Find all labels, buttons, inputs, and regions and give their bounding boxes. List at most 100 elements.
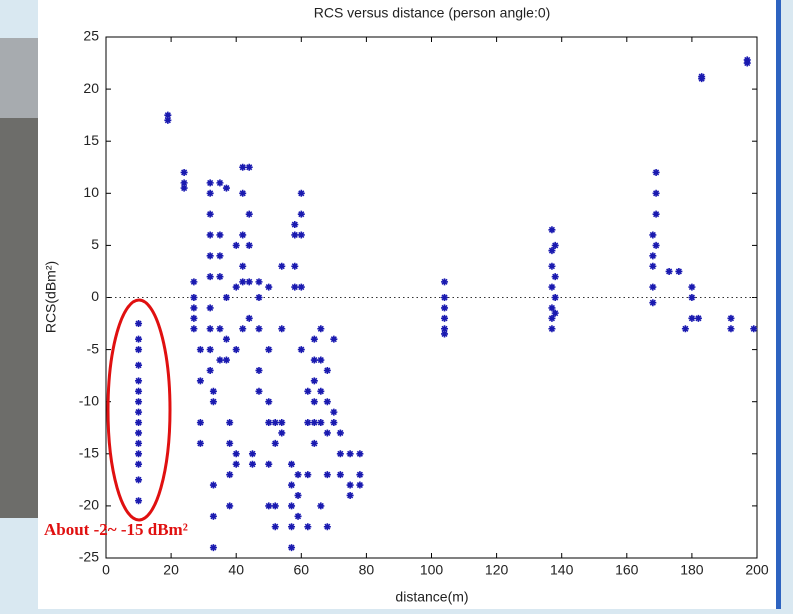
point xyxy=(441,304,449,312)
y-tick-label: -15 xyxy=(79,445,99,461)
point xyxy=(441,294,449,301)
point xyxy=(278,419,286,427)
point xyxy=(239,262,247,270)
point xyxy=(206,189,214,197)
point xyxy=(216,273,224,281)
point xyxy=(222,335,230,343)
border xyxy=(776,0,781,609)
point xyxy=(248,450,256,458)
photo-sky xyxy=(0,38,38,118)
x-tick-label: 160 xyxy=(615,562,639,578)
point xyxy=(209,387,217,395)
point xyxy=(294,512,302,520)
point xyxy=(209,398,217,406)
point xyxy=(548,226,556,234)
point xyxy=(245,314,253,322)
point xyxy=(297,210,305,218)
point xyxy=(317,356,325,364)
point xyxy=(206,252,214,260)
point xyxy=(135,398,143,406)
point xyxy=(206,346,214,354)
point xyxy=(291,283,299,291)
point xyxy=(336,450,344,458)
point xyxy=(135,497,143,505)
point xyxy=(190,325,198,333)
annotation: About -2~ -15 dBm² xyxy=(44,520,188,539)
point xyxy=(255,278,263,286)
y-tick-label: 10 xyxy=(83,184,99,200)
point xyxy=(310,419,318,427)
point xyxy=(441,314,449,322)
point xyxy=(255,325,263,333)
point xyxy=(271,502,279,510)
point xyxy=(346,450,354,458)
point xyxy=(135,335,143,343)
point xyxy=(239,231,247,239)
point xyxy=(698,73,706,81)
point xyxy=(135,408,143,416)
point xyxy=(356,471,364,479)
x-tick-label: 40 xyxy=(228,562,244,578)
y-tick-label: 0 xyxy=(91,288,99,304)
chart-title: RCS versus distance (person angle:0) xyxy=(314,5,551,21)
point xyxy=(164,111,172,119)
y-tick-label: -5 xyxy=(87,340,100,356)
point xyxy=(323,523,331,531)
point xyxy=(310,335,318,343)
point xyxy=(288,544,296,552)
point xyxy=(271,439,279,447)
point xyxy=(688,283,696,291)
point xyxy=(750,325,758,333)
point xyxy=(317,387,325,395)
point xyxy=(206,366,214,374)
point xyxy=(265,460,273,468)
point xyxy=(135,387,143,395)
point xyxy=(135,346,143,354)
point xyxy=(649,283,657,291)
point xyxy=(245,278,253,286)
point xyxy=(294,491,302,499)
x-tick-label: 0 xyxy=(102,562,110,578)
x-tick-label: 80 xyxy=(359,562,375,578)
point xyxy=(727,325,735,333)
point xyxy=(232,241,240,249)
point xyxy=(206,325,214,333)
point xyxy=(190,314,198,322)
point xyxy=(216,252,224,260)
point xyxy=(652,210,660,218)
point xyxy=(346,491,354,499)
point xyxy=(222,184,230,192)
point xyxy=(675,267,683,275)
point xyxy=(245,163,253,171)
point xyxy=(548,314,556,322)
point xyxy=(743,56,751,64)
point xyxy=(135,460,143,468)
point xyxy=(297,189,305,197)
point xyxy=(288,502,296,510)
point xyxy=(180,168,188,176)
point xyxy=(330,335,338,343)
point xyxy=(278,262,286,270)
point xyxy=(255,387,263,395)
point xyxy=(551,241,559,249)
point xyxy=(441,330,449,338)
point xyxy=(665,267,673,275)
point xyxy=(310,439,318,447)
point xyxy=(323,366,331,374)
point xyxy=(232,346,240,354)
point xyxy=(232,283,240,291)
point xyxy=(265,346,273,354)
point xyxy=(304,471,312,479)
point xyxy=(551,309,559,317)
point xyxy=(232,460,240,468)
point xyxy=(232,450,240,458)
point xyxy=(196,377,204,385)
point xyxy=(135,419,143,427)
point xyxy=(255,294,263,301)
point xyxy=(346,481,354,489)
point xyxy=(135,361,143,369)
y-tick-label: 15 xyxy=(83,132,99,148)
point xyxy=(291,221,299,229)
point xyxy=(180,179,188,187)
point xyxy=(288,460,296,468)
